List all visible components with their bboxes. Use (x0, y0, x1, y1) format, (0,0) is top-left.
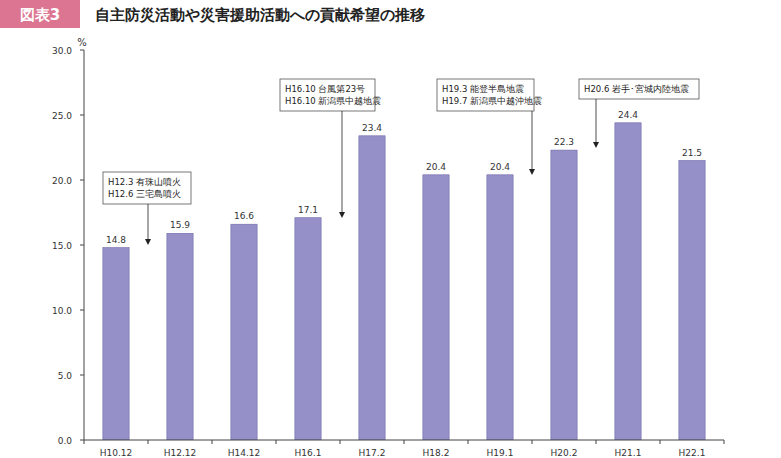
data-label: 21.5 (682, 148, 702, 158)
x-tick (340, 440, 341, 444)
annotation-text: H12.3 有珠山噴火 (108, 177, 181, 187)
annotation-arrowhead (593, 142, 599, 148)
annotation-box (579, 79, 699, 99)
title: 自主防災活動や災害援助活動への貢献希望の推移 (95, 6, 425, 24)
bar (359, 136, 385, 440)
x-tick (84, 440, 85, 444)
figure-label-box (0, 0, 80, 28)
annotation-arrowhead (339, 212, 345, 218)
x-tick (660, 440, 661, 444)
x-tick (724, 440, 725, 444)
chart: 図表3 自主防災活動や災害援助活動への貢献希望の推移% 0.0 5.0 10.0 15.0… (0, 0, 781, 458)
y-tick-label: 5.0 (58, 371, 73, 381)
bar (423, 175, 449, 440)
y-tick (80, 440, 84, 441)
y-tick (80, 245, 84, 246)
annotation-box (103, 172, 191, 204)
annotation-text: H19.7 新潟県中越沖地震 (442, 96, 542, 106)
x-tick-label: H12.12 (164, 448, 197, 458)
x-tick-label: H10.12 (100, 448, 133, 458)
data-label: 20.4 (490, 162, 510, 172)
annotation-arrowhead (529, 169, 535, 175)
annotation-arrowhead (145, 239, 151, 245)
bar (679, 161, 705, 441)
data-label: 22.3 (554, 137, 574, 147)
y-tick (80, 50, 84, 51)
annotation-text: H12.6 三宅島噴火 (108, 189, 181, 199)
data-label: 24.4 (618, 110, 638, 120)
bar (551, 150, 577, 440)
y-axis-label: % (77, 37, 87, 48)
x-tick (596, 440, 597, 444)
y-tick (80, 180, 84, 181)
y-tick-label: 10.0 (52, 306, 72, 316)
annotation-text: H20.6 岩手･宮城内陸地震 (584, 84, 689, 94)
x-tick (468, 440, 469, 444)
annotation-text: H19.3 能登半島地震 (442, 84, 524, 94)
bar (103, 248, 129, 440)
data-label: 15.9 (170, 220, 190, 230)
annotation-arrow (532, 111, 533, 170)
annotation-arrow (148, 204, 149, 240)
x-tick (532, 440, 533, 444)
data-label: 16.6 (234, 211, 254, 221)
x-tick (212, 440, 213, 444)
x-tick-label: H19.1 (487, 448, 514, 458)
y-tick (80, 115, 84, 116)
x-tick-label: H16.1 (295, 448, 322, 458)
annotation-box (437, 79, 534, 111)
x-tick-label: H21.1 (615, 448, 642, 458)
x-tick-label: H18.2 (423, 448, 450, 458)
bar (167, 233, 193, 440)
x-tick-label: H22.1 (679, 448, 706, 458)
y-tick-label: 20.0 (52, 176, 72, 186)
y-tick (80, 310, 84, 311)
annotation-box (280, 79, 375, 111)
bar (487, 175, 513, 440)
annotation-arrow (342, 111, 343, 213)
bars (103, 123, 705, 440)
bar (615, 123, 641, 440)
figure-label: 図表3 (20, 6, 60, 24)
data-label: 14.8 (106, 235, 126, 245)
annotation-text: H16.10 台風第23号 (285, 84, 365, 94)
x-tick (276, 440, 277, 444)
annotation-arrow (596, 99, 597, 143)
x-tick-label: H20.2 (551, 448, 578, 458)
y-tick-label: 25.0 (52, 111, 72, 121)
data-label: 23.4 (362, 123, 382, 133)
x-tick-label: H14.12 (228, 448, 261, 458)
annotation-text: H16.10 新潟県中越地震 (285, 96, 381, 106)
y-tick-label: 15.0 (52, 241, 72, 251)
bar (295, 218, 321, 440)
y-tick-label: 30.0 (52, 46, 72, 56)
y-tick (80, 375, 84, 376)
bar (231, 224, 257, 440)
x-tick (404, 440, 405, 444)
data-label: 20.4 (426, 162, 446, 172)
x-tick-label: H17.2 (359, 448, 386, 458)
y-tick-label: 0.0 (58, 436, 73, 446)
data-label: 17.1 (298, 205, 318, 215)
x-tick (148, 440, 149, 444)
